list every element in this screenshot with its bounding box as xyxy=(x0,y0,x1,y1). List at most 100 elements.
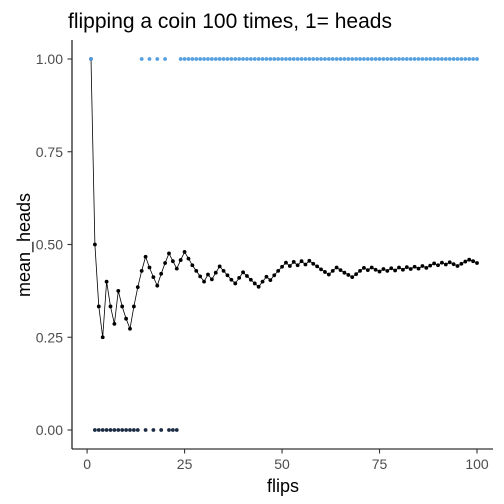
heads-point xyxy=(202,57,206,61)
running-mean-point xyxy=(209,277,214,282)
running-mean-point xyxy=(256,284,261,289)
tails-point xyxy=(159,428,164,432)
running-mean-point xyxy=(202,279,206,284)
heads-point xyxy=(467,57,472,61)
running-mean-point xyxy=(459,261,464,266)
heads-point xyxy=(217,57,222,61)
running-mean-point xyxy=(319,267,323,272)
running-mean-point xyxy=(174,266,179,271)
heads-point xyxy=(459,57,464,61)
heads-point xyxy=(326,57,331,61)
running-mean-point xyxy=(467,257,472,262)
running-mean-point xyxy=(455,264,460,268)
heads-point xyxy=(264,57,269,61)
running-mean-point xyxy=(451,262,456,267)
running-mean-point xyxy=(186,256,191,261)
x-axis-label: flips xyxy=(267,476,299,496)
running-mean-point xyxy=(178,258,183,262)
running-mean-point xyxy=(120,304,125,309)
heads-point xyxy=(358,57,362,61)
heads-point xyxy=(447,57,452,61)
heads-point xyxy=(381,57,386,61)
tails-point xyxy=(108,428,113,432)
heads-point xyxy=(284,57,288,61)
running-mean-point xyxy=(291,260,296,264)
x-tick-label: 25 xyxy=(177,456,193,472)
running-mean-point xyxy=(170,259,175,264)
tails-point xyxy=(131,428,136,432)
heads-point xyxy=(225,57,230,61)
running-mean-point xyxy=(311,261,316,266)
running-mean-point xyxy=(440,260,444,265)
heads-point xyxy=(377,57,382,61)
tails-point xyxy=(174,428,179,432)
y-tick-label: 1.00 xyxy=(36,51,63,67)
running-mean-point xyxy=(381,267,386,271)
heads-point xyxy=(342,57,347,61)
running-mean-point xyxy=(245,274,249,278)
heads-point xyxy=(311,57,316,61)
heads-point xyxy=(268,57,273,61)
running-mean-point xyxy=(362,265,366,270)
tails-point xyxy=(104,428,109,432)
heads-point xyxy=(385,57,390,61)
y-axis-label: mean_heads xyxy=(14,193,35,297)
running-mean-point xyxy=(252,281,257,286)
heads-point xyxy=(389,57,394,61)
running-mean-point xyxy=(326,272,331,277)
running-mean-point xyxy=(346,273,351,277)
heads-point xyxy=(147,57,152,61)
heads-point xyxy=(401,57,405,61)
heads-point xyxy=(233,57,238,61)
heads-point xyxy=(182,57,187,61)
tails-point xyxy=(167,428,171,432)
heads-point xyxy=(412,57,417,61)
running-mean-point xyxy=(233,281,238,286)
x-tick-label: 100 xyxy=(465,456,489,472)
running-mean-point xyxy=(217,264,222,269)
running-mean-point xyxy=(436,263,440,268)
heads-point xyxy=(408,57,413,61)
running-mean-point xyxy=(323,270,327,274)
running-mean-point xyxy=(463,259,468,264)
running-mean-point xyxy=(260,279,265,284)
heads-point xyxy=(443,57,448,61)
heads-point xyxy=(397,57,401,61)
running-mean-point xyxy=(475,261,479,265)
heads-point xyxy=(354,57,359,61)
heads-point xyxy=(280,57,284,61)
running-mean-point xyxy=(198,274,203,279)
running-mean-point xyxy=(237,275,242,280)
running-mean-point xyxy=(147,265,152,270)
flip-result-points xyxy=(89,57,479,432)
heads-point xyxy=(436,57,440,61)
heads-point xyxy=(373,57,378,61)
running-mean-point xyxy=(412,264,417,269)
running-mean-line xyxy=(90,58,478,338)
running-mean-point xyxy=(393,268,398,273)
heads-point xyxy=(252,57,257,61)
heads-point xyxy=(213,57,218,61)
x-tick-label: 50 xyxy=(274,456,290,472)
y-tick-label: 0.25 xyxy=(36,329,63,345)
heads-point xyxy=(287,57,292,61)
heads-point xyxy=(455,57,460,61)
tails-point xyxy=(128,428,132,432)
tails-point xyxy=(120,428,125,432)
running-mean-point xyxy=(447,260,452,265)
running-mean-point xyxy=(241,270,245,275)
running-mean-point xyxy=(471,259,476,264)
running-mean-point xyxy=(385,268,390,273)
heads-point xyxy=(299,57,304,61)
running-mean-point xyxy=(315,264,320,269)
heads-point xyxy=(319,57,323,61)
running-mean-point xyxy=(190,263,195,268)
running-mean-point xyxy=(276,268,281,273)
heads-point xyxy=(416,57,421,61)
heads-point xyxy=(451,57,456,61)
running-mean-point xyxy=(377,269,382,274)
heads-point xyxy=(206,57,210,61)
running-mean-point xyxy=(280,264,284,269)
y-tick-label: 0.50 xyxy=(36,237,63,253)
